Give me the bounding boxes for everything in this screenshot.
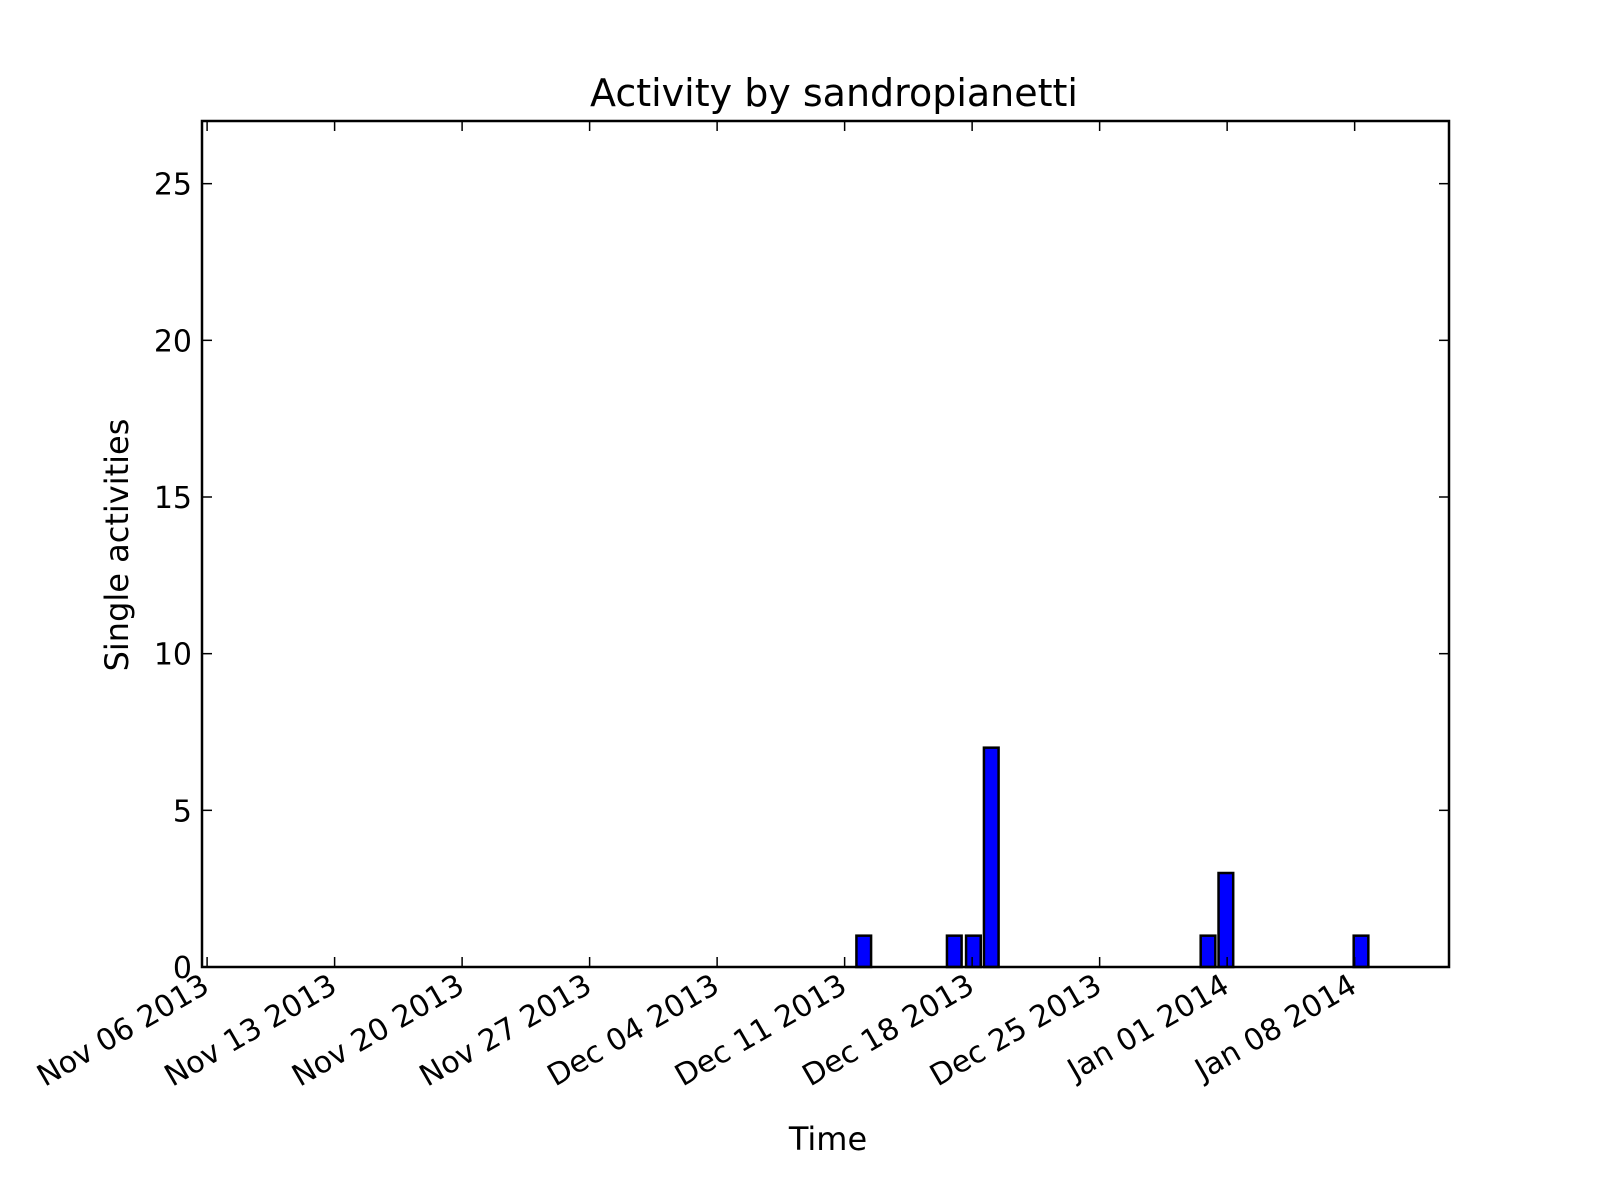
bar-5 xyxy=(1217,871,1235,969)
axes-frame xyxy=(200,119,1451,969)
bar-3 xyxy=(982,746,1000,969)
bar-6 xyxy=(1352,934,1370,969)
y-tick-label-10: 10 xyxy=(154,638,192,673)
y-tick-label-25: 25 xyxy=(154,168,192,203)
bar-4 xyxy=(1199,934,1217,969)
bar-2 xyxy=(964,934,982,969)
y-tick-label-0: 0 xyxy=(173,951,192,986)
y-tick-label-5: 5 xyxy=(173,794,192,829)
x-axis-label: Time xyxy=(788,1120,867,1158)
chart-title: Activity by sandropianetti xyxy=(590,71,1078,115)
y-axis-label: Single activities xyxy=(98,419,136,672)
y-tick-label-20: 20 xyxy=(154,324,192,359)
bar-1 xyxy=(945,934,963,969)
y-tick-label-15: 15 xyxy=(154,481,192,516)
bar-0 xyxy=(855,934,873,969)
